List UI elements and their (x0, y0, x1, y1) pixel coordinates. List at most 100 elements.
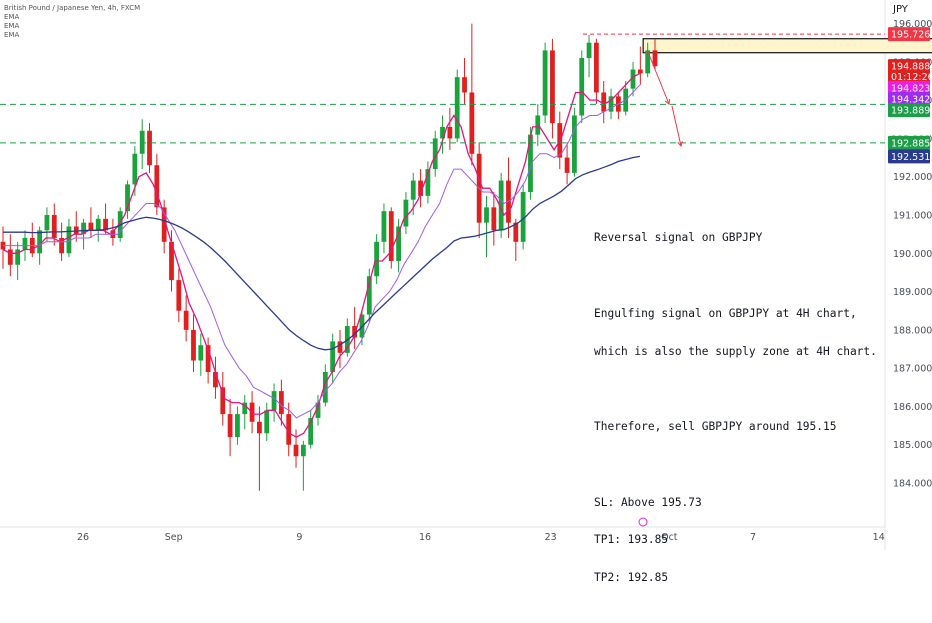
candle-body (176, 280, 182, 311)
candle (125, 180, 130, 219)
candle (484, 195, 489, 258)
x-tick-label: 23 (545, 532, 557, 543)
candle-body (542, 50, 548, 116)
candle (308, 410, 314, 449)
candle-body (572, 115, 577, 173)
candle-body (440, 126, 445, 139)
candle-body (564, 157, 570, 173)
price-label: 192.885 (888, 135, 930, 150)
candle-body (637, 69, 643, 74)
candle (257, 406, 262, 491)
candle (366, 268, 372, 323)
candle (513, 218, 519, 261)
price-label-bg (888, 91, 930, 106)
annotation-tp2: TP2: 192.85 (594, 571, 669, 585)
chart-canvas[interactable]: 196.000195.000194.000193.000192.000191.0… (0, 0, 932, 550)
candle-body (645, 50, 651, 74)
candle-body (315, 402, 321, 418)
candle-body (293, 444, 299, 457)
candle (388, 207, 394, 269)
candle-body (410, 180, 416, 200)
candle (154, 153, 160, 216)
candle-body (95, 218, 101, 231)
candle-body (337, 341, 343, 353)
price-label-bg (888, 27, 930, 42)
supply-zone (642, 38, 932, 54)
candle (161, 199, 167, 254)
candle-body (454, 77, 460, 139)
ema-line-1 (2, 72, 641, 438)
x-tick-label: 9 (296, 532, 302, 543)
annotation-sl: SL: Above 195.73 (594, 495, 702, 509)
candle (403, 192, 409, 235)
y-tick-label: 189.000 (893, 287, 932, 298)
candle (15, 241, 21, 281)
candle (315, 394, 321, 426)
chart[interactable]: 196.000195.000194.000193.000192.000191.0… (0, 0, 932, 550)
legend-ema-1[interactable]: EMA (4, 13, 20, 21)
annotation-line-3: Therefore, sell GBPJPY around 195.15 (594, 420, 837, 434)
candle-body (330, 341, 336, 372)
candle-body (286, 414, 292, 445)
candle (322, 364, 328, 407)
candle (469, 23, 475, 166)
candle (205, 337, 211, 384)
candle-body (352, 326, 358, 338)
candle (506, 157, 511, 238)
candle (300, 440, 306, 491)
candle-body (381, 211, 387, 242)
candle-body (22, 237, 28, 250)
candle-body (491, 207, 497, 231)
candle-body (513, 222, 519, 242)
candle (462, 58, 467, 104)
candle (278, 379, 284, 426)
candle (169, 230, 174, 292)
candle-body (403, 199, 409, 227)
y-tick-label: 185.000 (893, 440, 932, 451)
candle-body (550, 50, 555, 124)
candle-body (235, 414, 240, 438)
candle-body (462, 77, 467, 93)
candle-body (242, 402, 248, 415)
candle (81, 218, 86, 250)
ema-line-3 (3, 155, 641, 351)
candle-body (593, 42, 599, 93)
price-label-text: 193.889 (891, 106, 930, 117)
candle-body (37, 230, 43, 254)
x-tick-label: 26 (77, 532, 89, 543)
price-label-text: 195.726 (891, 30, 930, 41)
candle-body (308, 417, 314, 445)
candle (337, 329, 343, 369)
candle (213, 356, 218, 399)
price-label: 194.342 (888, 91, 930, 106)
candle-body (81, 222, 86, 235)
candle (183, 295, 189, 342)
candle-body (73, 226, 79, 235)
chart-title: British Pound / Japanese Yen, 4h, FXCM (4, 4, 141, 12)
annotation-line-2: which is also the supply zone at 4H char… (594, 344, 877, 358)
candle (286, 402, 292, 457)
candle (550, 38, 555, 139)
arrow-head (677, 141, 683, 148)
price-label-bg (888, 149, 930, 164)
candle (652, 38, 658, 70)
price-label-bg (888, 80, 930, 95)
candle (381, 203, 387, 254)
candle-body (535, 115, 541, 135)
y-tick-label: 192.000 (893, 172, 932, 183)
price-label-text: 194.888 (891, 62, 930, 73)
legend-ema-3[interactable]: EMA (4, 31, 20, 39)
x-tick-label: 7 (750, 532, 756, 543)
legend-ema-2[interactable]: EMA (4, 22, 20, 30)
candle-body (469, 92, 475, 154)
price-label: 194.823 (888, 80, 930, 95)
candle (271, 383, 277, 422)
candle-body (418, 180, 423, 196)
price-label: 195.726 (888, 27, 930, 42)
y-tick-label: 186.000 (893, 402, 932, 413)
candle (454, 69, 460, 143)
candle-body (264, 410, 270, 434)
candle-body (139, 130, 145, 154)
target-arrow (671, 105, 682, 147)
candle (352, 306, 358, 350)
